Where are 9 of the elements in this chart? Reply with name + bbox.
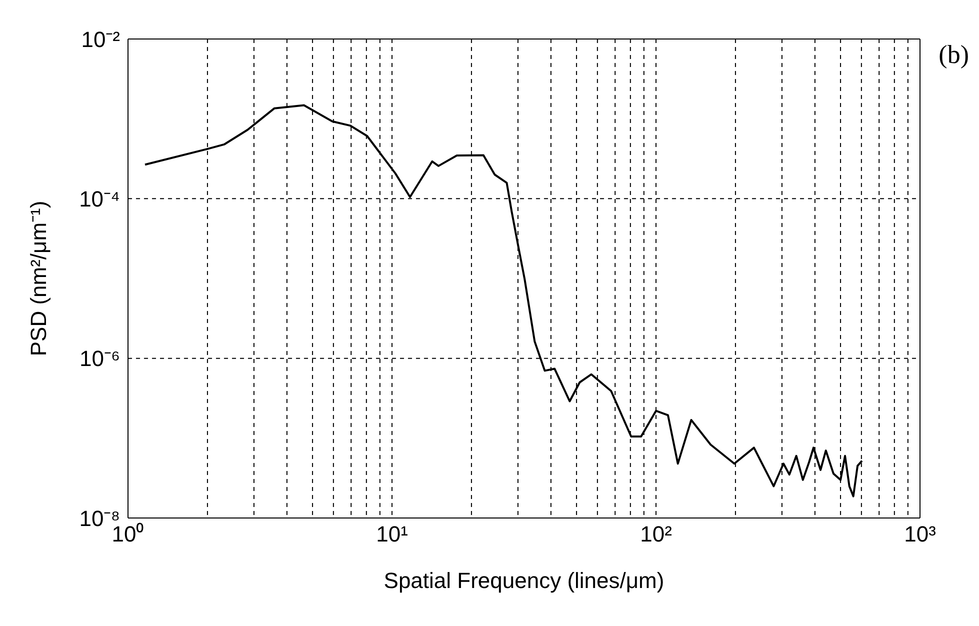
x-tick-label: 10³ [904,522,936,547]
y-tick-label: 10⁻² [81,26,120,52]
x-axis-title: Spatial Frequency (lines/μm) [384,568,664,593]
y-tick-label: 10⁻⁶ [79,346,120,372]
x-tick-label: 10² [640,522,672,547]
y-axis-title: PSD (nm²/μm⁻¹) [26,200,51,356]
x-tick-label: 10¹ [376,522,408,547]
y-tick-label: 10⁻⁴ [79,186,120,212]
text: (b) [938,40,969,70]
